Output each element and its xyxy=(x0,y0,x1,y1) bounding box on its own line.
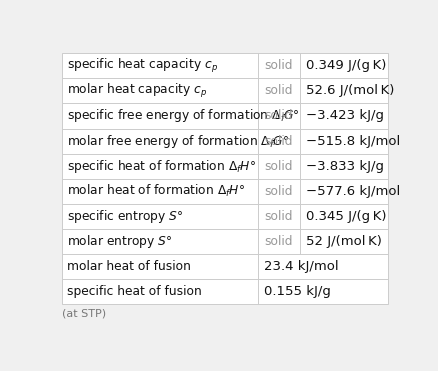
Text: 23.4 kJ/mol: 23.4 kJ/mol xyxy=(263,260,338,273)
Text: molar free energy of formation $\Delta_f G°$: molar free energy of formation $\Delta_f… xyxy=(67,132,288,150)
Text: molar entropy $S°$: molar entropy $S°$ xyxy=(67,233,172,250)
Text: specific entropy $S°$: specific entropy $S°$ xyxy=(67,208,183,225)
Text: 0.349 J/(g K): 0.349 J/(g K) xyxy=(306,59,386,72)
Text: specific heat capacity $c_p$: specific heat capacity $c_p$ xyxy=(67,57,217,75)
Text: solid: solid xyxy=(264,185,293,198)
Text: 52 J/(mol K): 52 J/(mol K) xyxy=(306,235,381,248)
Text: −3.423 kJ/g: −3.423 kJ/g xyxy=(306,109,383,122)
Text: molar heat of fusion: molar heat of fusion xyxy=(67,260,190,273)
Text: molar heat capacity $c_p$: molar heat capacity $c_p$ xyxy=(67,82,206,100)
Text: specific free energy of formation $\Delta_f G°$: specific free energy of formation $\Delt… xyxy=(67,108,299,124)
Text: −515.8 kJ/mol: −515.8 kJ/mol xyxy=(306,135,399,148)
Text: solid: solid xyxy=(264,160,293,173)
Text: solid: solid xyxy=(264,210,293,223)
Text: (at STP): (at STP) xyxy=(61,309,106,319)
Text: solid: solid xyxy=(264,84,293,97)
Text: 0.345 J/(g K): 0.345 J/(g K) xyxy=(306,210,386,223)
Text: solid: solid xyxy=(264,59,293,72)
Text: solid: solid xyxy=(264,235,293,248)
Text: specific heat of formation $\Delta_f H°$: specific heat of formation $\Delta_f H°$ xyxy=(67,158,255,175)
Text: −577.6 kJ/mol: −577.6 kJ/mol xyxy=(306,185,399,198)
Text: 52.6 J/(mol K): 52.6 J/(mol K) xyxy=(306,84,394,97)
Text: molar heat of formation $\Delta_f H°$: molar heat of formation $\Delta_f H°$ xyxy=(67,183,244,199)
Text: solid: solid xyxy=(264,109,293,122)
Text: solid: solid xyxy=(264,135,293,148)
Text: −3.833 kJ/g: −3.833 kJ/g xyxy=(306,160,383,173)
Text: specific heat of fusion: specific heat of fusion xyxy=(67,285,201,298)
Bar xyxy=(61,53,387,305)
Text: 0.155 kJ/g: 0.155 kJ/g xyxy=(263,285,330,298)
